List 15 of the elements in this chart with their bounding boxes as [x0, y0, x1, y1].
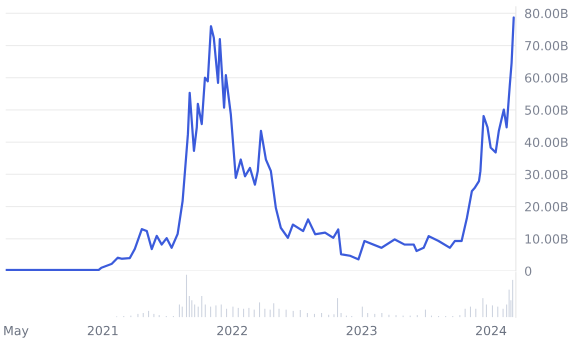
y-tick-label: 0 [525, 266, 532, 276]
y-tick-label: 80.00B [525, 8, 568, 18]
x-tick-label: 2024 [476, 326, 506, 336]
y-tick-label: 50.00B [525, 105, 568, 115]
line-series [6, 16, 515, 271]
x-tick-label: 2021 [88, 326, 118, 336]
x-tick-label: May [4, 326, 29, 338]
x-tick-label: 2023 [346, 326, 377, 336]
y-tick-label: 70.00B [525, 40, 568, 50]
y-tick-label: 60.00B [525, 73, 568, 83]
y-tick-label: 40.00B [524, 138, 568, 148]
y-tick-label: 30.00B [525, 170, 568, 180]
y-tick-label: 10.00B [526, 234, 568, 244]
y-tick-label: 20.00B [525, 202, 568, 212]
x-tick-label: 2022 [217, 326, 247, 336]
